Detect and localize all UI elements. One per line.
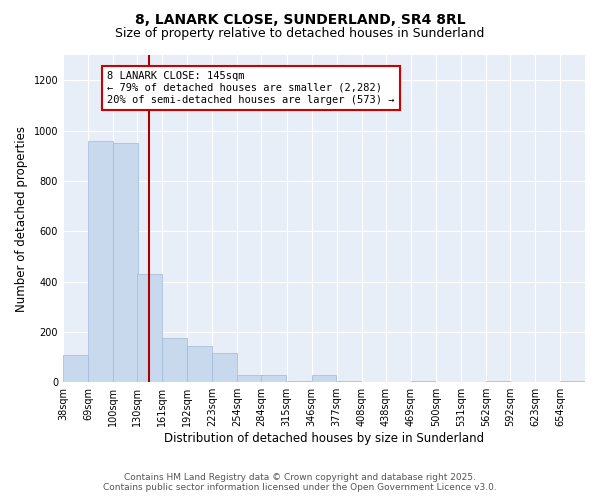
Text: 8 LANARK CLOSE: 145sqm
← 79% of detached houses are smaller (2,282)
20% of semi-: 8 LANARK CLOSE: 145sqm ← 79% of detached…	[107, 72, 395, 104]
Bar	[411, 381, 436, 382]
Bar	[311, 374, 336, 382]
Bar	[287, 381, 311, 382]
Bar	[237, 374, 262, 382]
Text: Size of property relative to detached houses in Sunderland: Size of property relative to detached ho…	[115, 28, 485, 40]
Bar	[113, 143, 137, 382]
Bar	[212, 354, 237, 382]
Bar	[560, 381, 584, 382]
Y-axis label: Number of detached properties: Number of detached properties	[15, 126, 28, 312]
Bar	[137, 274, 162, 382]
Bar	[162, 338, 187, 382]
Bar	[63, 354, 88, 382]
Bar	[187, 346, 212, 382]
Text: Contains HM Land Registry data © Crown copyright and database right 2025.
Contai: Contains HM Land Registry data © Crown c…	[103, 473, 497, 492]
Bar	[486, 381, 511, 382]
Bar	[337, 381, 361, 382]
Text: 8, LANARK CLOSE, SUNDERLAND, SR4 8RL: 8, LANARK CLOSE, SUNDERLAND, SR4 8RL	[134, 12, 466, 26]
X-axis label: Distribution of detached houses by size in Sunderland: Distribution of detached houses by size …	[164, 432, 484, 445]
Bar	[88, 140, 113, 382]
Bar	[262, 374, 286, 382]
